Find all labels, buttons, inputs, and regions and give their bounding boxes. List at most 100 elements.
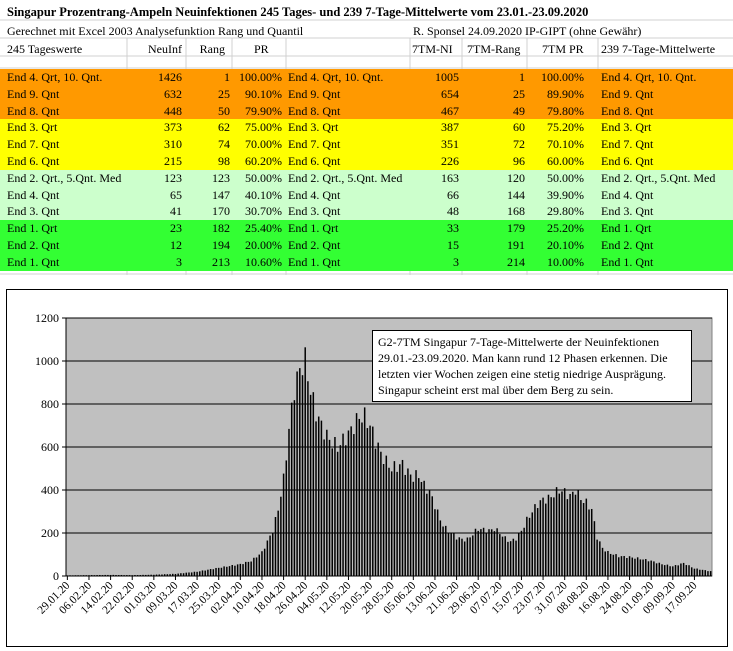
cell-label-3[interactable]: End 3. Qrt (601, 120, 652, 135)
cell-label-3[interactable]: End 4. Qnt (601, 187, 654, 202)
cell-label-2[interactable]: End 7. Qnt (288, 137, 341, 152)
cell-label-3[interactable]: End 1. Qnt (601, 254, 654, 269)
cell-rang[interactable]: 98 (218, 154, 230, 168)
header-pr[interactable]: PR (254, 42, 269, 56)
cell-neuinf[interactable]: 23 (170, 221, 182, 236)
subtitle-left[interactable]: Gerechnet mit Excel 2003 Analysefunktion… (7, 24, 304, 38)
cell-label[interactable]: End 1. Qnt (7, 254, 60, 269)
cell-7tm-rang[interactable]: 1 (519, 70, 525, 84)
cell-rang[interactable]: 50 (218, 103, 230, 118)
cell-7tm-ni[interactable]: 351 (441, 137, 459, 152)
cell-7tm-pr[interactable]: 79.80% (547, 103, 584, 118)
cell-7tm-pr[interactable]: 29.80% (547, 204, 584, 219)
cell-label-2[interactable]: End 8. Qnt (288, 103, 341, 118)
cell-7tm-ni[interactable]: 66 (447, 187, 459, 202)
cell-rang[interactable]: 123 (212, 170, 230, 185)
cell-rang[interactable]: 74 (218, 137, 230, 152)
cell-neuinf[interactable]: 1426 (158, 70, 182, 84)
cell-label[interactable]: End 9. Qnt (7, 86, 60, 101)
cell-pr[interactable]: 10.60% (245, 254, 282, 269)
cell-rang[interactable]: 147 (212, 187, 230, 202)
cell-label-3[interactable]: End 3. Qnt (601, 204, 654, 219)
cell-rang[interactable]: 182 (212, 221, 230, 236)
cell-7tm-ni[interactable]: 654 (441, 86, 459, 101)
cell-neuinf[interactable]: 215 (164, 154, 182, 168)
cell-7tm-ni[interactable]: 48 (447, 204, 459, 219)
cell-7tm-ni[interactable]: 163 (441, 170, 459, 185)
cell-label[interactable]: End 8. Qnt (7, 103, 60, 118)
cell-pr[interactable]: 100.00% (239, 70, 282, 84)
chart-object[interactable]: 0 200 400 600 800 1000 1200 29.01.20 06.02.20 14.… (6, 289, 728, 647)
header-neuinf[interactable]: NeuInf (148, 42, 182, 56)
cell-neuinf[interactable]: 310 (164, 137, 182, 152)
cell-pr[interactable]: 79.90% (245, 103, 282, 118)
cell-7tm-pr[interactable]: 75.20% (547, 120, 584, 135)
cell-label-3[interactable]: End 1. Qrt (601, 221, 652, 236)
cell-pr[interactable]: 20.00% (245, 238, 282, 252)
cell-7tm-ni[interactable]: 3 (453, 254, 459, 269)
cell-7tm-ni[interactable]: 33 (447, 221, 459, 236)
cell-label-3[interactable]: End 2. Qnt (601, 238, 654, 252)
cell-neuinf[interactable]: 3 (176, 254, 182, 269)
cell-pr[interactable]: 75.00% (245, 120, 282, 135)
cell-neuinf[interactable]: 373 (164, 120, 182, 135)
cell-label-3[interactable]: End 4. Qrt, 10. Qnt. (601, 70, 697, 84)
cell-label-2[interactable]: End 2. Qnt (288, 238, 341, 252)
cell-7tm-rang[interactable]: 60 (513, 120, 525, 135)
cell-label[interactable]: End 2. Qnt (7, 238, 60, 252)
cell-7tm-pr[interactable]: 70.10% (547, 137, 584, 152)
cell-7tm-rang[interactable]: 72 (513, 137, 525, 152)
cell-7tm-pr[interactable]: 25.20% (547, 221, 584, 236)
cell-label-3[interactable]: End 6. Qnt (601, 154, 654, 168)
cell-neuinf[interactable]: 448 (164, 103, 182, 118)
cell-7tm-pr[interactable]: 39.90% (547, 187, 584, 202)
cell-neuinf[interactable]: 123 (164, 170, 182, 185)
header-7tm-rang[interactable]: 7TM-Rang (467, 42, 521, 56)
cell-7tm-rang[interactable]: 120 (507, 170, 525, 185)
cell-pr[interactable]: 40.10% (245, 187, 282, 202)
cell-pr[interactable]: 60.20% (245, 154, 282, 168)
cell-7tm-rang[interactable]: 214 (507, 254, 525, 269)
cell-neuinf[interactable]: 65 (170, 187, 182, 202)
cell-label-3[interactable]: End 8. Qnt (601, 103, 654, 118)
cell-7tm-pr[interactable]: 60.00% (547, 154, 584, 168)
cell-pr[interactable]: 90.10% (245, 86, 282, 101)
cell-rang[interactable]: 194 (212, 238, 230, 252)
cell-rang[interactable]: 213 (212, 254, 230, 269)
cell-7tm-rang[interactable]: 96 (513, 154, 525, 168)
cell-label-2[interactable]: End 1. Qnt (288, 254, 341, 269)
header-label-left[interactable]: 245 Tageswerte (7, 42, 83, 56)
subtitle-right[interactable]: R. Sponsel 24.09.2020 IP-GIPT (ohne Gewä… (413, 24, 642, 38)
cell-7tm-rang[interactable]: 168 (507, 204, 525, 219)
cell-label[interactable]: End 3. Qnt (7, 204, 60, 219)
cell-label[interactable]: End 7. Qnt (7, 137, 60, 152)
cell-7tm-pr[interactable]: 20.10% (547, 238, 584, 252)
cell-7tm-pr[interactable]: 50.00% (547, 170, 584, 185)
cell-rang[interactable]: 1 (224, 70, 230, 84)
cell-neuinf[interactable]: 632 (164, 86, 182, 101)
cell-label-2[interactable]: End 4. Qnt (288, 187, 341, 202)
cell-7tm-ni[interactable]: 15 (447, 238, 459, 252)
sheet-title[interactable]: Singapur Prozentrang-Ampeln Neuinfektion… (7, 5, 589, 19)
cell-7tm-rang[interactable]: 25 (513, 86, 525, 101)
cell-label-3[interactable]: End 2. Qrt., 5.Qnt. Med (601, 170, 716, 185)
cell-label-2[interactable]: End 9. Qnt (288, 86, 341, 101)
cell-7tm-rang[interactable]: 144 (507, 187, 525, 202)
cell-label[interactable]: End 4. Qrt, 10. Qnt. (7, 70, 103, 84)
cell-label-2[interactable]: End 1. Qrt (288, 221, 339, 236)
cell-7tm-rang[interactable]: 49 (513, 103, 525, 118)
header-7tm-ni[interactable]: 7TM-NI (412, 42, 453, 56)
cell-label[interactable]: End 6. Qnt (7, 154, 60, 168)
cell-pr[interactable]: 30.70% (245, 204, 282, 219)
cell-label-2[interactable]: End 3. Qnt (288, 204, 341, 219)
cell-label-2[interactable]: End 3. Qrt (288, 120, 339, 135)
cell-7tm-pr[interactable]: 89.90% (547, 86, 584, 101)
cell-pr[interactable]: 25.40% (245, 221, 282, 236)
header-rang[interactable]: Rang (199, 42, 225, 56)
cell-label-3[interactable]: End 9. Qnt (601, 86, 654, 101)
cell-label[interactable]: End 1. Qrt (7, 221, 58, 236)
cell-7tm-ni[interactable]: 467 (441, 103, 459, 118)
cell-label[interactable]: End 2. Qrt., 5.Qnt. Med (7, 170, 122, 185)
cell-label[interactable]: End 4. Qnt (7, 187, 60, 202)
cell-label-2[interactable]: End 2. Qrt., 5.Qnt. Med (288, 170, 403, 185)
